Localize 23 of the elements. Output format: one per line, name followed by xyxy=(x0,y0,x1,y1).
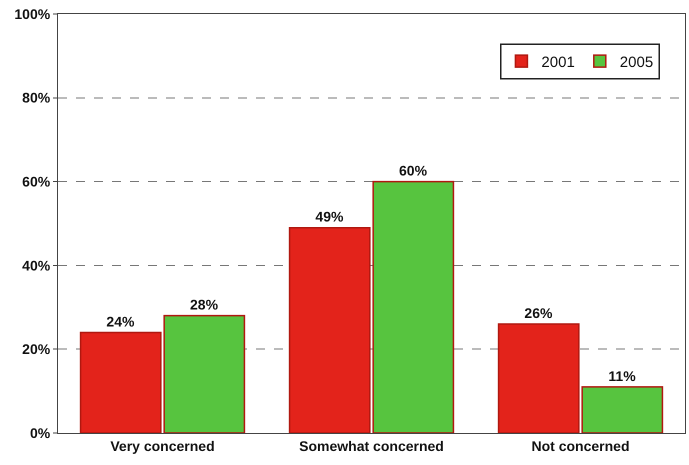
y-tick-label: 80% xyxy=(22,90,51,106)
data-label: 24% xyxy=(106,313,135,330)
x-tick-label: Somewhat concerned xyxy=(299,438,444,454)
legend-label: 2005 xyxy=(620,54,654,71)
data-label: 28% xyxy=(190,296,219,313)
x-tick-label: Not concerned xyxy=(531,438,630,454)
x-tick-label: Very concerned xyxy=(110,438,215,454)
data-label: 49% xyxy=(315,208,344,225)
bar xyxy=(163,314,246,433)
bar xyxy=(498,323,580,433)
y-tick-label: 100% xyxy=(14,6,51,22)
bar xyxy=(80,332,162,433)
y-tick-label: 40% xyxy=(22,257,51,274)
bar xyxy=(581,386,664,433)
data-label: 60% xyxy=(399,162,428,179)
y-tick-label: 0% xyxy=(30,424,51,441)
legend-label: 2001 xyxy=(541,54,575,71)
bar xyxy=(372,180,454,433)
bar xyxy=(288,226,371,433)
data-label: 11% xyxy=(608,368,636,384)
y-tick-label: 60% xyxy=(22,174,51,190)
data-label: 26% xyxy=(524,305,553,322)
y-tick-label: 20% xyxy=(22,341,51,358)
